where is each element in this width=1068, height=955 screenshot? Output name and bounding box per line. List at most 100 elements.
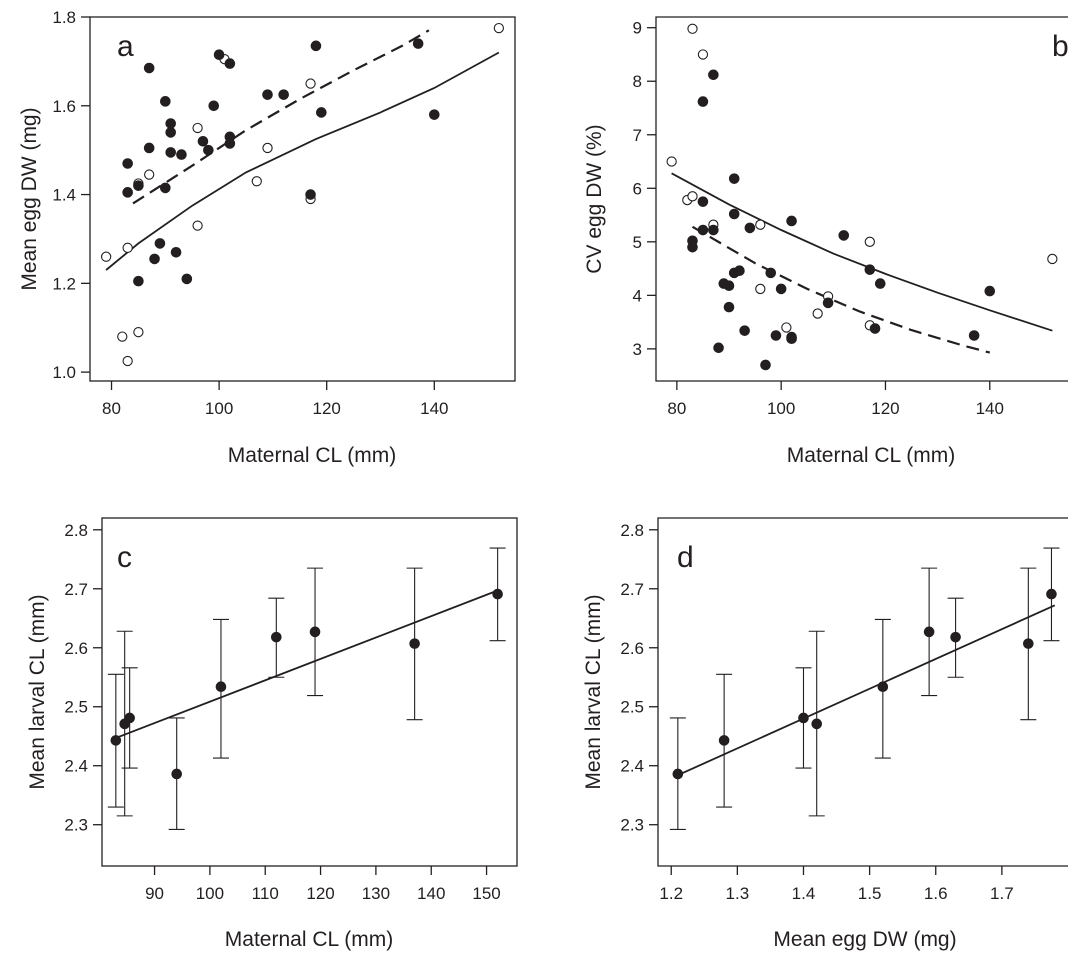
y-tick-label: 1.8 xyxy=(52,8,76,27)
data-point-filled xyxy=(110,735,122,746)
x-tick-label: 140 xyxy=(417,884,445,903)
data-point-filled xyxy=(838,230,850,241)
y-tick-label: 2.6 xyxy=(64,639,88,658)
x-tick-label: 1.3 xyxy=(726,884,750,903)
data-point-open xyxy=(812,308,823,319)
y-tick-label: 3 xyxy=(633,340,642,359)
y-tick-label: 5 xyxy=(633,233,642,252)
data-point-filled xyxy=(697,224,709,236)
panel-a-letter: a xyxy=(117,30,134,63)
data-point-filled xyxy=(798,712,809,724)
fit-line-dashed xyxy=(132,29,430,205)
data-point-filled xyxy=(203,144,214,156)
fit-line-dashed xyxy=(691,225,991,354)
data-point-filled xyxy=(208,100,220,112)
data-point-filled xyxy=(708,69,719,81)
data-point-filled xyxy=(213,49,225,61)
plot-frame xyxy=(89,16,516,382)
panel-d-letter: d xyxy=(677,541,694,574)
panel-b-letter: b xyxy=(1052,30,1068,63)
data-point-filled xyxy=(270,631,282,643)
x-tick-label: 120 xyxy=(306,884,334,903)
y-tick-label: 2.5 xyxy=(64,698,88,717)
x-tick-label: 100 xyxy=(767,399,795,418)
data-point-open xyxy=(755,283,766,295)
data-point-filled xyxy=(181,273,193,285)
x-tick-label: 140 xyxy=(976,399,1004,418)
panel-a-egg-weight-vs-maternal-size: 80 100 120 140 1.0 1.2 1.4 1.6 1.8 Maternal CL (m… xyxy=(18,8,516,467)
data-point-filled xyxy=(492,588,503,600)
y-tick-label: 2.4 xyxy=(620,757,644,776)
data-point-filled xyxy=(723,280,735,292)
x-tick-label: 80 xyxy=(102,399,121,418)
data-point-filled xyxy=(197,135,209,147)
data-point-filled xyxy=(154,238,166,249)
data-point-filled xyxy=(687,241,698,253)
data-point-filled xyxy=(697,196,709,207)
data-point-filled xyxy=(124,712,135,724)
data-point-filled xyxy=(811,718,823,730)
data-point-open xyxy=(755,219,766,230)
data-point-filled xyxy=(734,265,745,277)
data-point-filled xyxy=(786,215,797,227)
data-point-filled xyxy=(278,89,289,100)
data-point-open xyxy=(687,191,698,202)
data-point-open xyxy=(697,49,709,60)
x-tick-label: 90 xyxy=(145,884,164,903)
data-point-filled xyxy=(760,359,771,371)
data-point-open xyxy=(666,156,677,167)
data-point-filled xyxy=(984,285,996,297)
data-point-filled xyxy=(133,275,144,287)
y-tick-label: 2.7 xyxy=(64,580,88,599)
y-axis-title: Mean larval CL (mm) xyxy=(26,594,49,789)
y-tick-label: 2.5 xyxy=(620,698,644,717)
data-point-filled xyxy=(165,118,176,129)
data-point-filled xyxy=(765,267,777,279)
data-point-open xyxy=(192,122,203,134)
data-point-open xyxy=(100,251,112,262)
y-tick-label: 2.3 xyxy=(64,816,88,835)
fit-line-solid xyxy=(671,172,1053,332)
data-point-filled xyxy=(310,40,322,52)
data-point-filled xyxy=(770,330,782,341)
data-point-filled xyxy=(728,173,740,184)
panel-c-larval-size-vs-maternal-size: 90 100 110 120 130 140 150 2.3 2.4 2.5 2.6 2.7 2.8 Ma… xyxy=(26,517,518,951)
data-point-open xyxy=(305,78,316,89)
data-point-filled xyxy=(122,187,133,198)
data-point-filled xyxy=(723,301,735,313)
x-tick-label: 100 xyxy=(205,399,233,418)
y-tick-label: 8 xyxy=(633,72,642,91)
y-tick-label: 2.4 xyxy=(64,757,88,776)
data-point-filled xyxy=(874,278,886,289)
data-point-filled xyxy=(316,107,327,118)
data-point-filled xyxy=(149,253,160,265)
data-point-filled xyxy=(215,681,227,692)
x-tick-label: 120 xyxy=(871,399,899,418)
y-tick-label: 2.8 xyxy=(620,521,644,540)
data-point-filled xyxy=(170,246,182,258)
y-tick-label: 4 xyxy=(633,286,642,305)
x-axis-title: Maternal CL (mm) xyxy=(787,444,955,467)
y-tick-label: 2.6 xyxy=(620,639,644,658)
y-axis-title: Mean egg DW (mg) xyxy=(18,107,41,290)
x-tick-label: 1.6 xyxy=(924,884,948,903)
y-tick-label: 2.7 xyxy=(620,580,644,599)
x-tick-label: 100 xyxy=(196,884,224,903)
data-point-filled xyxy=(718,735,730,746)
data-point-filled xyxy=(744,222,756,234)
x-tick-label: 130 xyxy=(362,884,390,903)
x-tick-label: 150 xyxy=(472,884,500,903)
data-point-filled xyxy=(305,189,316,200)
y-tick-label: 1.0 xyxy=(52,363,76,382)
y-tick-label: 1.6 xyxy=(52,97,76,116)
data-point-open xyxy=(687,23,698,34)
fit-line-solid xyxy=(677,604,1056,777)
data-point-filled xyxy=(923,626,935,638)
x-tick-label: 1.5 xyxy=(858,884,882,903)
data-point-filled xyxy=(165,147,176,158)
x-axis-title: Maternal CL (mm) xyxy=(225,928,393,951)
data-point-open xyxy=(117,331,128,342)
data-point-filled xyxy=(877,681,889,692)
data-point-filled xyxy=(950,631,961,643)
